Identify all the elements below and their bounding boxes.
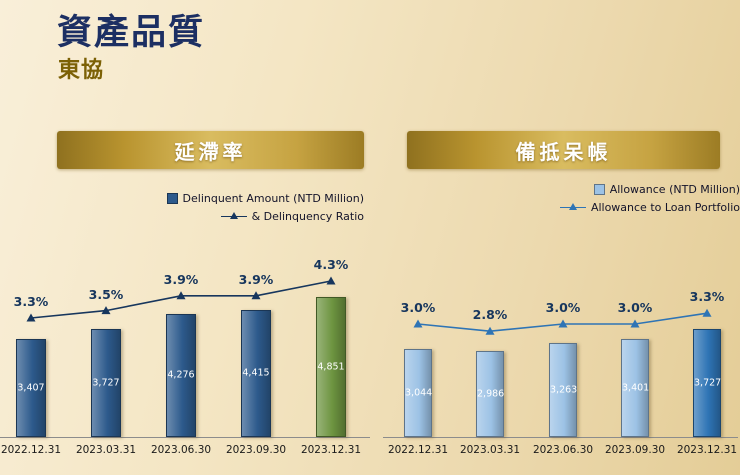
bar-value-label: 3,727 xyxy=(694,377,722,389)
legend-item-bar: Allowance (NTD Million) xyxy=(593,183,740,196)
bar-value-label: 3,401 xyxy=(622,382,650,394)
bar-value-label: 3,407 xyxy=(17,382,45,394)
line-legend-marker xyxy=(220,211,247,222)
delinquency-chart: Delinquent Amount (NTD Million) & Delinq… xyxy=(0,192,370,456)
legend-item-line: & Delinquency Ratio xyxy=(220,210,364,223)
page-subtitle: 東協 xyxy=(58,58,105,83)
bar-value-label: 3,044 xyxy=(405,387,433,399)
x-axis-label: 2022.12.31 xyxy=(0,444,62,456)
x-axis-label: 2023.12.31 xyxy=(676,444,738,456)
x-axis-label: 2023.03.31 xyxy=(75,444,137,456)
bar-value-label: 4,415 xyxy=(242,367,270,379)
bar: 3,263 xyxy=(549,342,578,437)
ratio-label: 3.9% xyxy=(238,271,274,287)
bar-value-label: 3,727 xyxy=(92,377,120,389)
x-axis-line xyxy=(383,437,738,438)
bar-legend-swatch xyxy=(166,193,178,204)
bar-value-label: 3,263 xyxy=(550,384,578,396)
ratio-label: 3.0% xyxy=(617,300,653,315)
x-axis-label: 2023.03.31 xyxy=(459,444,521,456)
bar-legend-swatch xyxy=(593,184,605,195)
legend-item-line: Allowance to Loan Portfolio xyxy=(559,201,740,214)
legend-item-bar: Delinquent Amount (NTD Million) xyxy=(166,192,364,205)
legend-label: & Delinquency Ratio xyxy=(251,210,364,223)
bar-value-label: 4,276 xyxy=(167,369,195,381)
ratio-label: 3.3% xyxy=(13,294,49,309)
x-axis-label: 2022.12.31 xyxy=(387,444,449,456)
page-title: 資產品質 xyxy=(57,13,206,53)
x-axis-label: 2023.09.30 xyxy=(225,444,287,456)
bar: 4,415 xyxy=(241,309,271,437)
x-axis-label: 2023.06.30 xyxy=(150,444,212,456)
x-axis-label: 2023.06.30 xyxy=(532,444,594,456)
ratio-label: 3.3% xyxy=(689,289,725,305)
bar-value-label: 2,986 xyxy=(477,388,505,400)
ratio-label: 4.3% xyxy=(313,257,349,272)
bar: 3,727 xyxy=(693,329,721,437)
bar: 3,401 xyxy=(621,338,650,437)
bar: 3,407 xyxy=(16,338,46,437)
legend-label: Allowance (NTD Million) xyxy=(609,183,740,196)
bar: 2,986 xyxy=(476,350,505,437)
ratio-label: 3.0% xyxy=(545,300,581,315)
bar: 4,276 xyxy=(166,313,196,437)
ratio-label: 3.0% xyxy=(400,300,436,315)
legend-label: Allowance to Loan Portfolio xyxy=(590,201,740,214)
ratio-label: 3.9% xyxy=(163,271,199,287)
bar: 4,851 xyxy=(316,297,346,437)
bar-value-label: 4,851 xyxy=(317,361,345,373)
legend-label: Delinquent Amount (NTD Million) xyxy=(182,192,364,205)
bar: 3,727 xyxy=(91,329,121,437)
section-banner-allowance: 備抵呆帳 xyxy=(407,131,720,169)
line-legend-marker xyxy=(559,202,586,213)
section-banner-delinquency-rate: 延滯率 xyxy=(57,131,364,169)
ratio-label: 2.8% xyxy=(472,307,508,323)
x-axis-label: 2023.12.31 xyxy=(300,444,362,456)
chart-legend: Allowance (NTD Million) Allowance to Loa… xyxy=(559,183,740,214)
ratio-label: 3.5% xyxy=(88,286,124,302)
bar: 3,044 xyxy=(404,349,432,437)
allowance-chart: Allowance (NTD Million) Allowance to Loa… xyxy=(383,0,740,475)
x-axis-label: 2023.09.30 xyxy=(604,444,666,456)
x-axis-line xyxy=(0,437,370,438)
chart-legend: Delinquent Amount (NTD Million) & Delinq… xyxy=(166,192,364,223)
